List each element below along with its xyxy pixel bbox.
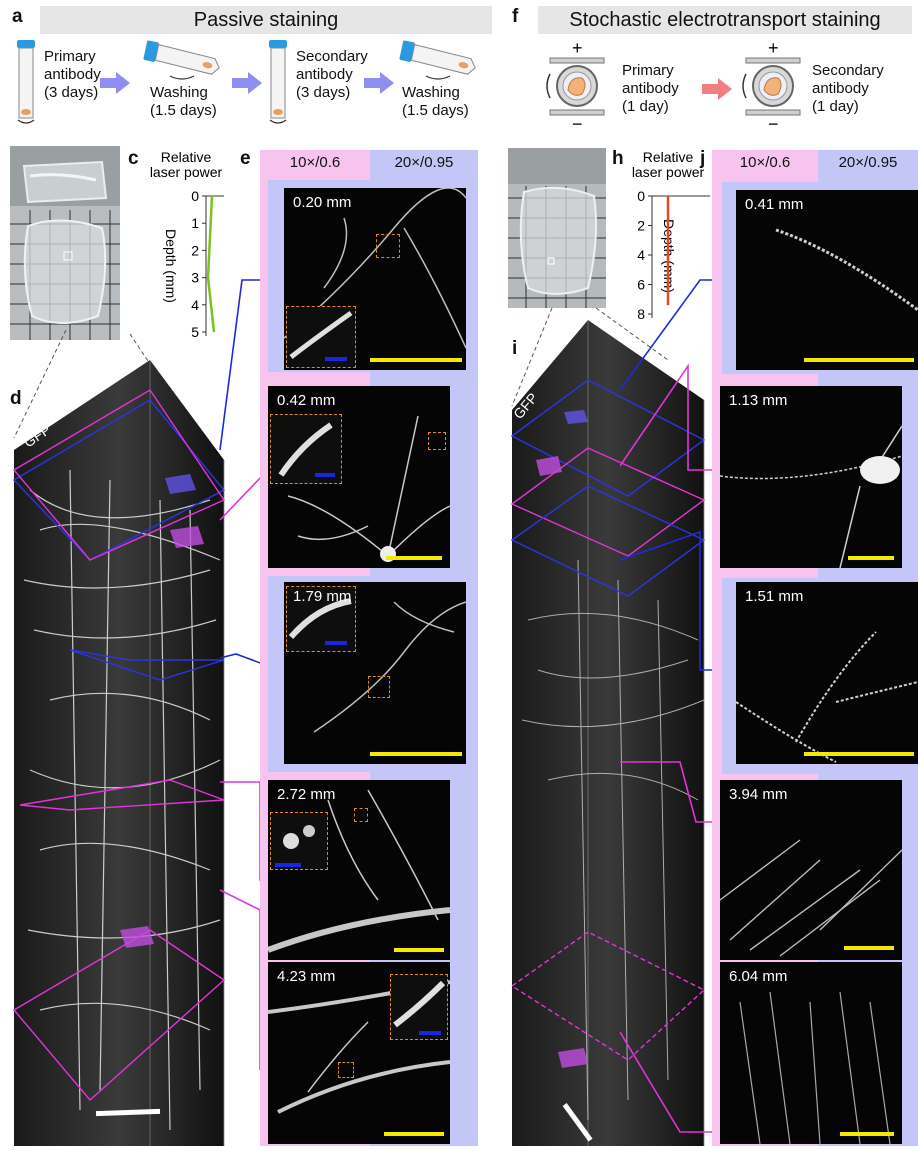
arrow-icon: [702, 78, 732, 100]
micrograph-e3: 1.79 mm: [284, 582, 466, 764]
connector-lines-i: [620, 279, 716, 1133]
depth-label: 6.04 mm: [729, 968, 788, 985]
inset-zoom: [286, 586, 356, 652]
scale-bar: [95, 1108, 161, 1117]
panel-label-d: d: [10, 388, 22, 409]
objective-label-20x: 20×/0.95: [838, 154, 898, 171]
y-axis-label: Depth (mm): [163, 229, 179, 303]
chart-title-line1: Relative: [643, 149, 694, 165]
panel-label-a: a: [12, 6, 23, 27]
y-tick-label: 6: [637, 277, 645, 293]
depth-label: 0.20 mm: [293, 194, 352, 211]
tilted-tube-icon: [399, 40, 476, 80]
scale-bar: [804, 752, 914, 756]
scale-bar: [394, 948, 444, 952]
panel-label-c: c: [128, 148, 139, 169]
arrow-icon: [364, 72, 394, 94]
volume-render-d: GFP: [12, 330, 226, 1146]
y-tick-label: 5: [191, 324, 199, 340]
y-tick-label: 0: [637, 188, 645, 204]
panel-a-title: Passive staining: [40, 6, 492, 34]
panel-label-h: h: [612, 148, 624, 169]
workflow-step-4: Washing (1.5 days): [402, 84, 469, 119]
workflow-f-step-2: Secondary antibody (1 day): [812, 62, 884, 115]
panel-label-j: j: [700, 148, 706, 169]
depth-label: 2.72 mm: [277, 786, 336, 803]
y-tick-label: 8: [637, 306, 645, 322]
laser-power-chart-c: Relative laser power 0 1 2 3 4 5 Depth (mm): [150, 149, 224, 340]
micrograph-j2: 1.13 mm: [720, 386, 902, 568]
depth-label: 1.51 mm: [745, 588, 804, 605]
depth-label: 0.41 mm: [745, 196, 804, 213]
micrograph-e5: 4.23 mm: [268, 962, 450, 1144]
y-tick-label: 3: [191, 270, 199, 286]
y-tick-label: 2: [191, 242, 199, 258]
workflow-f-step-1: Primary antibody (1 day): [622, 62, 679, 115]
workflow-step-2: Washing (1.5 days): [150, 84, 217, 119]
objective-label-10x: 10×/0.6: [739, 154, 791, 171]
panel-label-f: f: [512, 6, 519, 27]
micrograph-j5: 6.04 mm: [720, 962, 902, 1144]
volume-render-i: GFP: [510, 307, 706, 1146]
panel-f-title: Stochastic electrotransport staining: [538, 6, 912, 34]
tube-icon-secondary: [269, 40, 287, 124]
micrograph-e2: 0.42 mm: [268, 386, 450, 568]
electrotransport-chamber-icon: + −: [546, 40, 605, 132]
scale-bar: [562, 1103, 593, 1142]
scale-bar: [386, 556, 442, 560]
cleared-tissue-photo: [10, 146, 120, 340]
chart-title-line2: laser power: [150, 164, 223, 180]
arrow-icon: [232, 72, 262, 94]
scale-bar: [384, 1132, 444, 1136]
chart-title-line1: Relative: [161, 149, 212, 165]
panel-label-e: e: [240, 148, 251, 169]
micrograph-j4: 3.94 mm: [720, 780, 902, 960]
objective-label-20x: 20×/0.95: [394, 154, 454, 171]
depth-label: 1.13 mm: [729, 392, 788, 409]
inset-zoom: [270, 812, 328, 870]
y-tick-label: 2: [637, 218, 645, 234]
electrotransport-chamber-icon: + −: [742, 40, 801, 132]
micrograph-e4: 2.72 mm: [268, 780, 450, 960]
svg-text:−: −: [572, 114, 583, 132]
scale-bar: [848, 556, 894, 560]
y-tick-label: 4: [637, 247, 645, 263]
scale-bar: [844, 946, 894, 950]
laser-power-line: [206, 195, 216, 333]
arrow-icon: [100, 72, 130, 94]
svg-text:+: +: [768, 40, 779, 58]
depth-label: 1.79 mm: [293, 588, 352, 605]
micrograph-j3: 1.51 mm: [736, 582, 918, 764]
workflow-step-3: Secondary antibody (3 days): [296, 48, 368, 101]
objective-label-10x: 10×/0.6: [289, 154, 341, 171]
chart-title-line2: laser power: [632, 164, 705, 180]
scale-bar: [370, 358, 462, 362]
y-tick-label: 1: [191, 215, 199, 231]
micrograph-j1: 0.41 mm: [736, 190, 918, 370]
micrograph-e1: 0.20 mm: [284, 188, 466, 370]
workflow-step-1: Primary antibody (3 days): [44, 48, 101, 101]
tilted-tube-icon: [143, 40, 220, 80]
y-tick-label: 0: [191, 188, 199, 204]
inset-zoom: [390, 974, 448, 1040]
svg-text:−: −: [768, 114, 779, 132]
scale-bar: [804, 358, 914, 362]
tube-icon-primary: [17, 40, 35, 124]
depth-label: 3.94 mm: [729, 786, 788, 803]
scale-bar: [840, 1132, 894, 1136]
cleared-tissue-photo-g: [508, 148, 606, 308]
inset-zoom: [286, 306, 356, 368]
inset-zoom: [270, 414, 342, 484]
y-tick-label: 4: [191, 297, 199, 313]
scale-bar: [370, 752, 462, 756]
depth-label: 4.23 mm: [277, 968, 336, 985]
panel-label-i: i: [512, 338, 518, 359]
depth-label: 0.42 mm: [277, 392, 336, 409]
svg-text:+: +: [572, 40, 583, 58]
